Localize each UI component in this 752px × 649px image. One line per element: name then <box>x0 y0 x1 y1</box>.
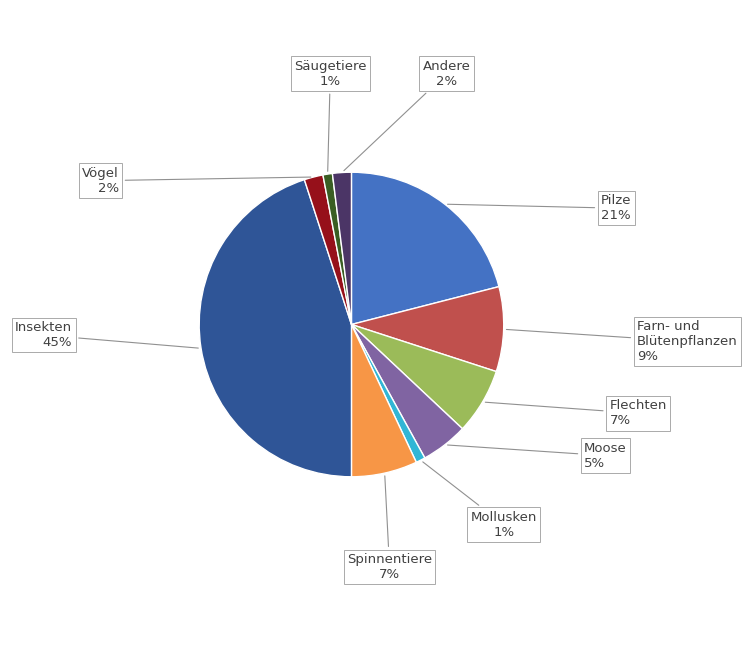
Text: Pilze
21%: Pilze 21% <box>447 194 632 222</box>
Wedge shape <box>351 287 504 372</box>
Wedge shape <box>351 324 425 462</box>
Text: Säugetiere
1%: Säugetiere 1% <box>294 60 366 171</box>
Text: Vögel
2%: Vögel 2% <box>82 167 311 195</box>
Wedge shape <box>351 324 496 429</box>
Wedge shape <box>351 324 417 477</box>
Wedge shape <box>351 324 462 458</box>
Wedge shape <box>199 180 351 477</box>
Text: Spinnentiere
7%: Spinnentiere 7% <box>347 476 432 581</box>
Wedge shape <box>305 175 351 324</box>
Text: Mollusken
1%: Mollusken 1% <box>423 462 537 539</box>
Text: Andere
2%: Andere 2% <box>344 60 471 171</box>
Wedge shape <box>332 172 351 324</box>
Text: Farn- und
Blütenpflanzen
9%: Farn- und Blütenpflanzen 9% <box>506 320 738 363</box>
Text: Insekten
45%: Insekten 45% <box>15 321 199 349</box>
Wedge shape <box>323 173 351 324</box>
Wedge shape <box>351 172 499 324</box>
Text: Flechten
7%: Flechten 7% <box>485 399 667 427</box>
Text: Moose
5%: Moose 5% <box>447 441 627 470</box>
